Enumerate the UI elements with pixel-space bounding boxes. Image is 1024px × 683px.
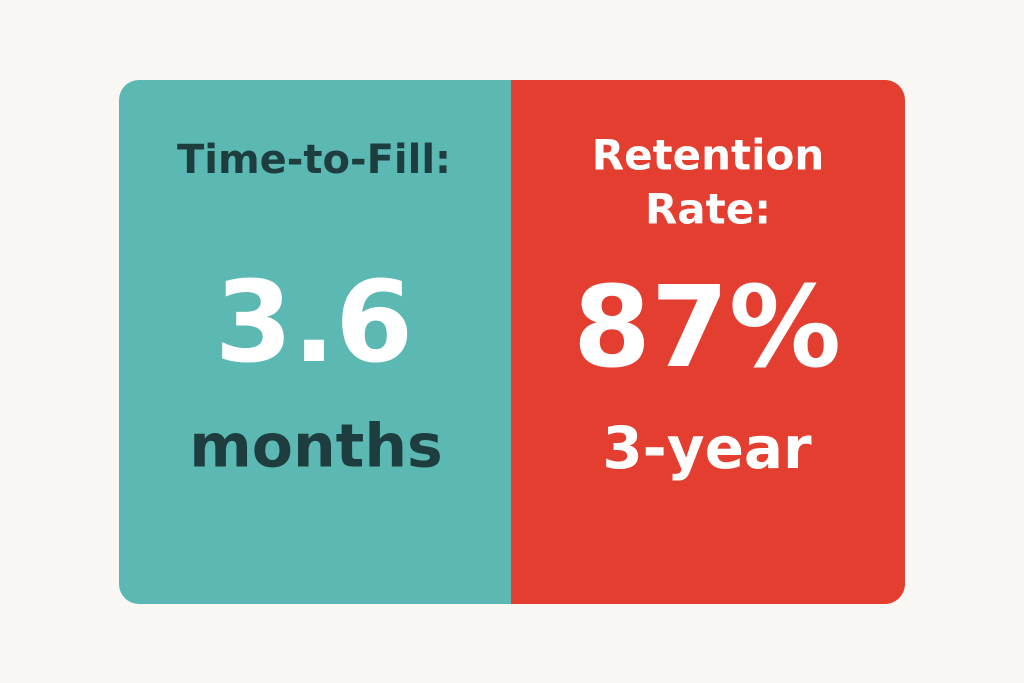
left-panel	[119, 80, 511, 604]
panel-label: Rate:	[645, 185, 771, 234]
panel-unit: months	[189, 412, 443, 482]
card	[119, 80, 905, 604]
panel-value: 3.6	[215, 258, 413, 388]
panel-label: Retention	[592, 131, 825, 180]
panel-unit: 3-year	[602, 414, 812, 482]
panel-value: 87%	[573, 263, 841, 393]
panel-label: Time-to-Fill:	[177, 137, 451, 183]
right-panel	[511, 80, 905, 604]
